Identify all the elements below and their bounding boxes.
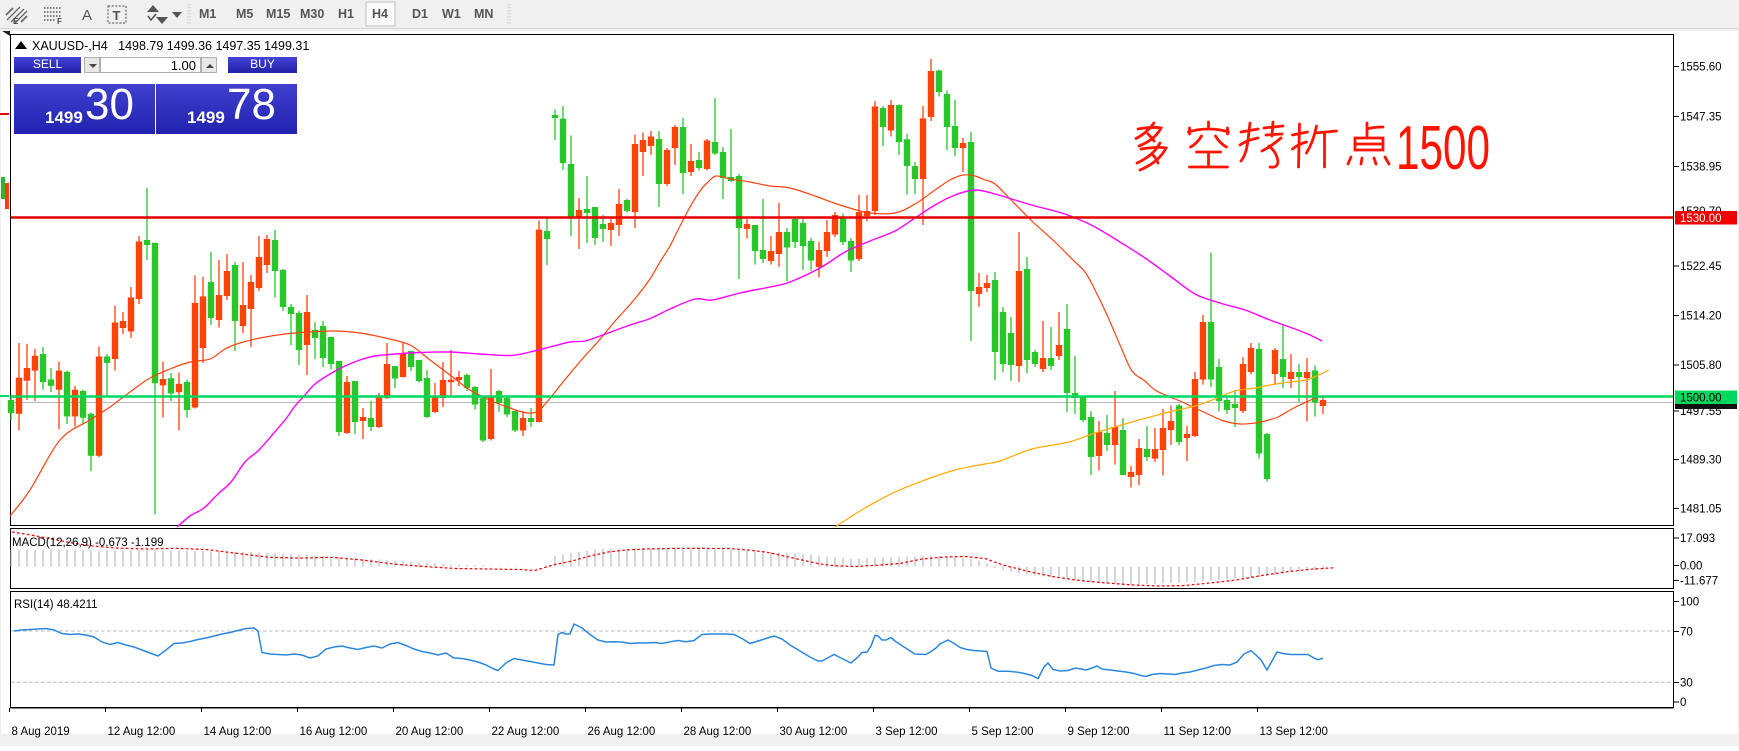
svg-text:30: 30 xyxy=(1680,678,1693,690)
svg-text:-11.677: -11.677 xyxy=(1680,576,1718,588)
svg-text:9 Sep 12:00: 9 Sep 12:00 xyxy=(1068,726,1130,738)
svg-text:5 Sep 12:00: 5 Sep 12:00 xyxy=(972,726,1034,738)
svg-text:1505.80: 1505.80 xyxy=(1680,360,1722,372)
svg-text:70: 70 xyxy=(1680,627,1693,639)
svg-text:T: T xyxy=(113,8,121,23)
svg-text:1514.20: 1514.20 xyxy=(1680,311,1722,323)
svg-text:XAUUSD-,H4 1498.79 1499.36 1: XAUUSD-,H4 1498.79 1499.36 1497.35 1499.… xyxy=(32,39,309,53)
svg-text:1522.45: 1522.45 xyxy=(1680,261,1722,273)
svg-text:14 Aug 12:00: 14 Aug 12:00 xyxy=(204,726,272,738)
svg-text:0.00: 0.00 xyxy=(1680,561,1702,573)
svg-text:8 Aug 2019: 8 Aug 2019 xyxy=(12,726,70,738)
svg-text:1489.30: 1489.30 xyxy=(1680,455,1722,467)
svg-text:1500.00: 1500.00 xyxy=(1680,393,1722,405)
svg-text:0: 0 xyxy=(1680,697,1686,709)
svg-text:1481.05: 1481.05 xyxy=(1680,504,1722,516)
svg-text:28 Aug 12:00: 28 Aug 12:00 xyxy=(684,726,752,738)
svg-text:RSI(14) 48.4211: RSI(14) 48.4211 xyxy=(14,599,98,611)
svg-text:E: E xyxy=(13,17,19,26)
svg-text:30 Aug 12:00: 30 Aug 12:00 xyxy=(780,726,848,738)
svg-text:1538.95: 1538.95 xyxy=(1680,162,1722,174)
svg-text:1500: 1500 xyxy=(1396,114,1490,183)
svg-text:22 Aug 12:00: 22 Aug 12:00 xyxy=(492,726,560,738)
svg-text:12 Aug 12:00: 12 Aug 12:00 xyxy=(108,726,176,738)
svg-text:1555.60: 1555.60 xyxy=(1680,62,1722,74)
svg-text:20 Aug 12:00: 20 Aug 12:00 xyxy=(396,726,464,738)
svg-text:1547.35: 1547.35 xyxy=(1680,112,1722,124)
svg-text:3 Sep 12:00: 3 Sep 12:00 xyxy=(876,726,938,738)
svg-text:11 Sep 12:00: 11 Sep 12:00 xyxy=(1164,726,1232,738)
svg-text:MACD(12,26,9) -0.673 -1.199: MACD(12,26,9) -0.673 -1.199 xyxy=(12,537,164,549)
svg-text:100: 100 xyxy=(1680,597,1699,609)
svg-text:17.093: 17.093 xyxy=(1680,533,1715,545)
svg-text:26 Aug 12:00: 26 Aug 12:00 xyxy=(588,726,656,738)
svg-text:13 Sep 12:00: 13 Sep 12:00 xyxy=(1260,726,1328,738)
svg-text:1530.00: 1530.00 xyxy=(1680,213,1722,225)
svg-text:F: F xyxy=(57,17,62,26)
svg-text:16 Aug 12:00: 16 Aug 12:00 xyxy=(300,726,368,738)
svg-text:A: A xyxy=(82,7,92,24)
